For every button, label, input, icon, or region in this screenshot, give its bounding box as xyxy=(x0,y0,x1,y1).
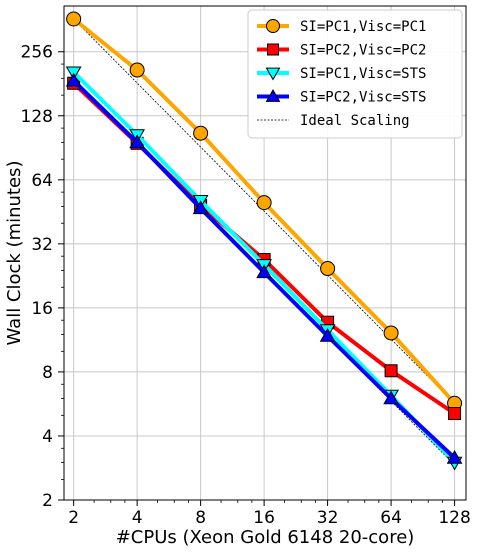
y-tick-label: 128 xyxy=(21,107,53,127)
data-series xyxy=(65,11,463,471)
data-point xyxy=(320,261,336,277)
y-tick-label: 16 xyxy=(31,299,53,319)
data-point xyxy=(256,264,272,279)
data-point xyxy=(192,200,209,215)
ideal-scaling-line xyxy=(73,18,455,404)
y-tick-label: 8 xyxy=(42,363,53,383)
plot-frame xyxy=(63,5,467,501)
x-axis-ticks: 2 4 8 16 32 64 128 xyxy=(68,500,471,528)
data-point xyxy=(384,364,398,378)
data-point xyxy=(256,195,272,211)
y-tick-label: 256 xyxy=(21,43,53,63)
data-point xyxy=(65,72,82,87)
series-group xyxy=(65,72,463,464)
series-group xyxy=(66,11,463,411)
y-axis-ticks: 2 4 8 16 32 64 128 256 xyxy=(21,43,64,511)
y-tick-label: 64 xyxy=(31,171,53,191)
data-point xyxy=(383,390,399,405)
x-tick-label: 8 xyxy=(195,508,206,528)
legend-label: SI=PC1,Visc=PC1 xyxy=(300,19,426,35)
x-tick-label: 64 xyxy=(380,508,402,528)
data-point xyxy=(448,407,462,421)
y-axis-label: Wall Clock (minutes) xyxy=(4,161,25,346)
legend-box xyxy=(247,9,463,139)
data-point xyxy=(129,62,145,78)
data-point xyxy=(265,67,281,81)
x-tick-label: 32 xyxy=(317,508,339,528)
data-point xyxy=(319,328,336,342)
data-point xyxy=(383,325,399,341)
legend-label: SI=PC2,Visc=STS xyxy=(300,90,426,106)
y-tick-label: 32 xyxy=(31,235,53,255)
legend-label: SI=PC2,Visc=PC2 xyxy=(300,43,426,59)
data-point xyxy=(267,43,279,56)
data-point xyxy=(193,125,209,141)
x-tick-label: 16 xyxy=(253,508,275,528)
data-point xyxy=(66,11,82,27)
data-point xyxy=(265,88,281,102)
data-point xyxy=(446,450,463,464)
data-point xyxy=(266,19,280,33)
x-tick-label: 128 xyxy=(438,508,470,528)
x-tick-label: 2 xyxy=(68,508,79,528)
y-tick-label: 2 xyxy=(42,491,53,511)
legend-label: SI=PC1,Visc=STS xyxy=(300,66,426,82)
x-axis-label: #CPUs (Xeon Gold 6148 20-core) xyxy=(116,527,415,548)
y-tick-label: 4 xyxy=(42,427,53,447)
data-point xyxy=(129,134,145,149)
legend: SI=PC1,Visc=PC1 SI=PC2,Visc=PC2 SI=PC1,Vis… xyxy=(247,9,463,139)
legend-label: Ideal Scaling xyxy=(300,113,410,129)
x-tick-label: 4 xyxy=(132,508,143,528)
